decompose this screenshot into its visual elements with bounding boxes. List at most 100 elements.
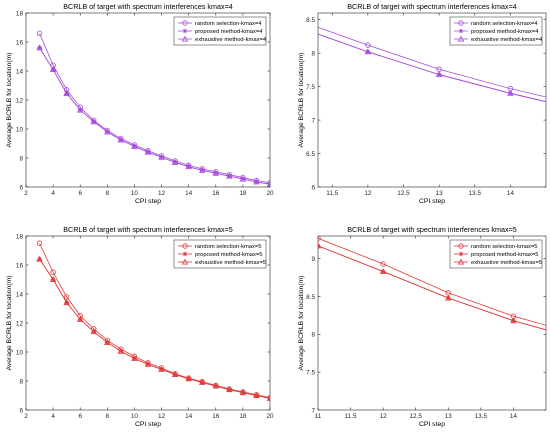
- x-axis-label: CPI step: [419, 421, 445, 428]
- y-tick-label: 10: [16, 126, 24, 133]
- y-axis-label: Average BCRLB for location(m): [298, 275, 305, 370]
- data-point: [49, 276, 57, 282]
- legend-entry: random selection-kmax=4: [195, 21, 262, 27]
- y-tick-label: 6: [19, 184, 23, 191]
- y-tick-label: 8.5: [306, 294, 315, 301]
- data-point: [380, 261, 386, 267]
- chart-panel-4: BCRLB of target with spectrum interferen…: [298, 225, 547, 428]
- data-point: [36, 240, 43, 246]
- x-tick-label: 16: [212, 190, 220, 197]
- data-point: [365, 42, 371, 48]
- plot-series: [294, 24, 546, 103]
- series-3: [36, 44, 270, 187]
- data-point: [117, 347, 125, 354]
- chart-title: BCRLB of target with spectrum interferen…: [63, 2, 233, 11]
- series-line: [318, 26, 546, 98]
- data-point: [318, 242, 322, 249]
- data-point: [131, 142, 138, 149]
- data-point: [90, 118, 98, 125]
- plot-series: [36, 30, 270, 187]
- legend-entry: exhaustive method-kmax=5: [195, 260, 266, 266]
- data-point: [90, 328, 98, 335]
- y-tick-label: 9: [311, 256, 315, 263]
- data-point: [318, 236, 321, 241]
- legend: random selection-kmax=4 proposed method-k…: [449, 16, 543, 46]
- x-tick-label: 4: [51, 190, 55, 197]
- data-point: [63, 294, 70, 300]
- series-line: [318, 245, 546, 331]
- legend-entry: random selection-kmax=5: [471, 244, 538, 250]
- legend-marker: [181, 35, 189, 42]
- x-tick-label: 20: [266, 413, 274, 420]
- data-point: [63, 299, 70, 306]
- data-point: [445, 294, 452, 301]
- series-line: [318, 237, 546, 326]
- y-tick-label: 6: [19, 407, 23, 414]
- data-point: [212, 169, 220, 176]
- chart-panel-3: BCRLB of target with spectrum interferen…: [6, 225, 274, 428]
- legend-marker: [182, 28, 188, 34]
- legend-entry: proposed method-kmax=5: [471, 252, 539, 258]
- data-point: [185, 375, 192, 382]
- x-tick-label: 12: [380, 413, 388, 420]
- data-point: [226, 172, 233, 179]
- x-tick-label: 12: [364, 190, 372, 197]
- x-tick-label: 18: [239, 190, 247, 197]
- series-3: [294, 24, 546, 103]
- legend-marker: [182, 251, 188, 257]
- x-tick-label: 2: [24, 413, 28, 420]
- legend-entry: proposed method-kmax=4: [195, 29, 263, 35]
- legend-box: [449, 239, 543, 269]
- data-point: [104, 339, 111, 346]
- x-tick-label: 20: [266, 190, 274, 197]
- y-tick-label: 16: [16, 39, 24, 46]
- x-tick-label: 8: [106, 190, 110, 197]
- x-tick-label: 6: [78, 413, 82, 420]
- data-point: [131, 355, 138, 362]
- legend-entry: random selection-kmax=5: [195, 244, 262, 250]
- data-point: [379, 268, 387, 275]
- data-point: [267, 179, 270, 186]
- x-axis-label: CPI step: [419, 198, 445, 205]
- legend-marker: [457, 258, 465, 265]
- data-point: [435, 71, 443, 78]
- y-tick-label: 8: [19, 155, 23, 162]
- series-line: [39, 47, 270, 185]
- series-3: [318, 242, 546, 331]
- x-tick-label: 11.5: [326, 190, 338, 197]
- x-tick-label: 14: [510, 413, 518, 420]
- x-tick-label: 14: [185, 190, 193, 197]
- data-point: [76, 106, 84, 113]
- y-tick-label: 18: [16, 10, 24, 17]
- x-tick-label: 16: [212, 413, 220, 420]
- chart-panel-2: BCRLB of target with spectrum interferen…: [294, 2, 547, 205]
- data-point: [171, 371, 179, 377]
- y-tick-label: 18: [16, 233, 24, 240]
- data-point: [294, 24, 299, 29]
- x-tick-label: 13.5: [469, 190, 482, 197]
- legend-entry: exhaustive method-kmax=4: [195, 37, 267, 43]
- legend-entry: exhaustive method-kmax=4: [471, 37, 543, 43]
- data-point: [239, 175, 247, 182]
- y-tick-label: 7.5: [306, 84, 315, 91]
- legend: random selection-kmax=5 proposed method-k…: [173, 239, 267, 269]
- chart-panel-1: BCRLB of target with spectrum interferen…: [6, 2, 274, 205]
- data-point: [198, 166, 206, 173]
- legend-entry: exhaustive method-kmax=5: [471, 260, 542, 266]
- data-point: [50, 269, 56, 275]
- y-tick-label: 10: [16, 349, 24, 356]
- x-tick-label: 8: [106, 413, 110, 420]
- y-tick-label: 12: [16, 320, 24, 327]
- y-tick-label: 12: [16, 97, 24, 104]
- legend-marker: [458, 243, 464, 249]
- x-tick-label: 12: [158, 190, 166, 197]
- data-point: [36, 30, 43, 36]
- series-3: [36, 255, 270, 401]
- data-point: [76, 315, 84, 322]
- data-point: [266, 394, 270, 401]
- x-tick-label: 14: [507, 190, 515, 197]
- x-tick-label: 11.5: [345, 413, 357, 420]
- legend-entry: proposed method-kmax=4: [471, 29, 539, 35]
